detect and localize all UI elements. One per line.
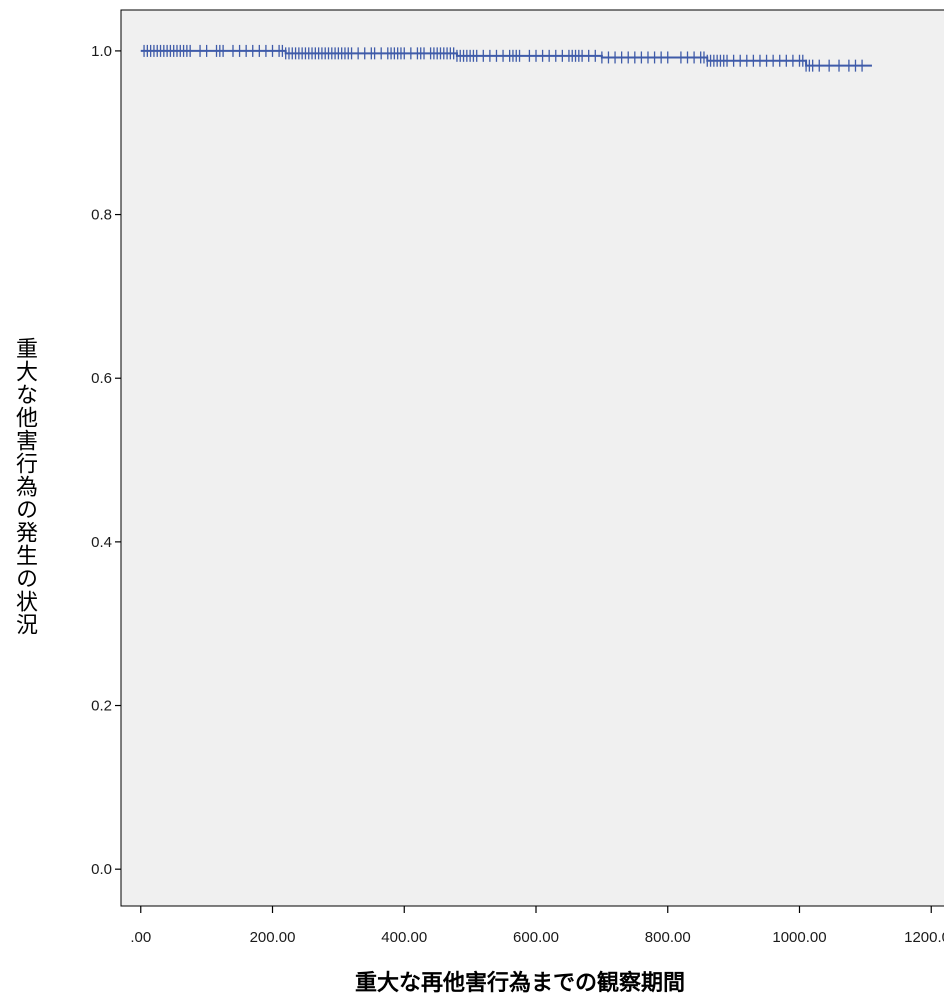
- y-axis-title-wrapper: 重大な他害行為の発生の状況: [6, 0, 42, 1003]
- x-tick-label: 1000.00: [772, 929, 826, 946]
- censor-marks: [143, 44, 863, 72]
- x-tick-label: 200.00: [250, 929, 296, 946]
- y-tick-label: 0.8: [91, 207, 112, 224]
- x-tick-label: .00: [130, 929, 151, 946]
- y-tick-label: 0.6: [91, 370, 112, 387]
- y-tick-label: 0.0: [91, 861, 112, 878]
- x-tick-label: 800.00: [645, 929, 691, 946]
- y-tick-label: 0.4: [91, 534, 112, 551]
- y-axis-title: 重大な他害行為の発生の状況: [12, 337, 37, 636]
- y-tick-label: 1.0: [91, 43, 112, 60]
- y-tick-label: 0.2: [91, 698, 112, 715]
- x-axis-title: 重大な再他害行為までの観察期間: [355, 970, 685, 996]
- y-axis: 0.0 0.2 0.4 0.6 0.8 1.0: [91, 43, 121, 878]
- plot-area: [120, 9, 944, 907]
- x-tick-label: 1200.00: [904, 929, 944, 946]
- x-tick-label: 400.00: [381, 929, 427, 946]
- x-tick-label: 600.00: [513, 929, 559, 946]
- x-axis: .00 200.00 400.00 600.00 800.00 1000.00 1200.0…: [130, 906, 944, 946]
